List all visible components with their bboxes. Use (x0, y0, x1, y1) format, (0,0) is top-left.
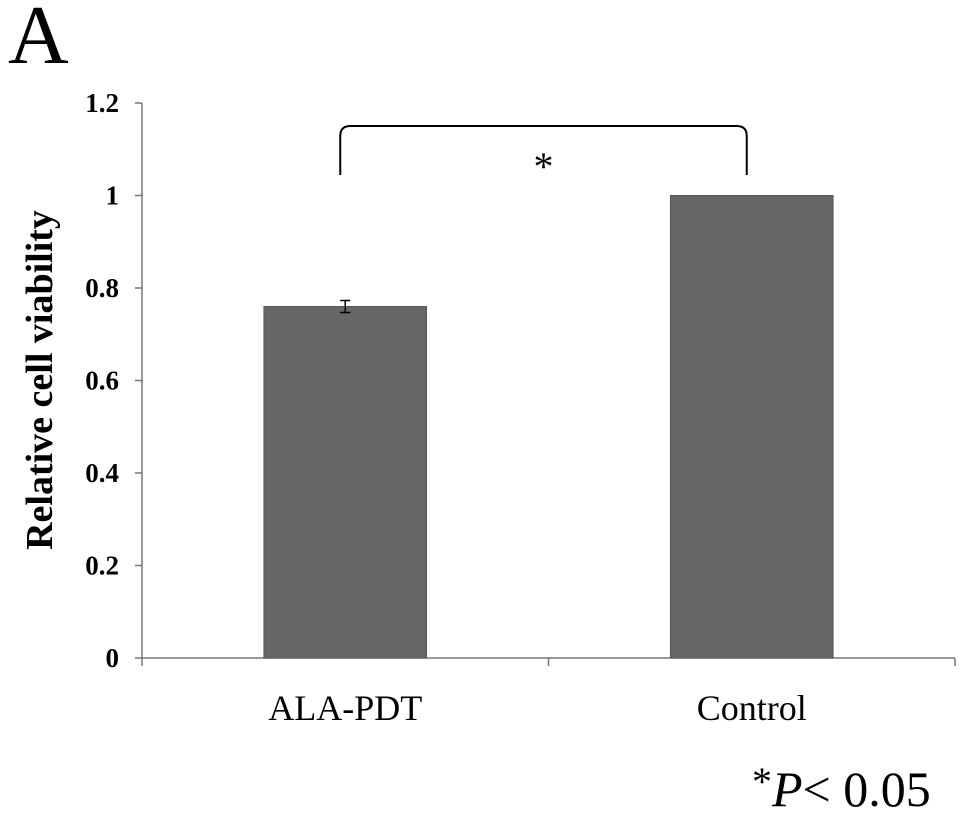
tick-labels: 0 0.2 0.4 0.6 0.8 1 1.2 ALA-PDT Control (85, 88, 807, 728)
significance-star: * (534, 144, 554, 189)
footnote-p: P (772, 761, 803, 818)
y-tick-label: 0 (106, 643, 120, 673)
y-tick-label: 0.8 (85, 273, 119, 303)
significance-bracket: * (339, 125, 748, 189)
y-tick-label: 0.2 (85, 551, 119, 581)
panel-label: A (8, 0, 69, 82)
bracket-line (339, 125, 748, 175)
bar (669, 195, 834, 659)
y-tick-label: 0.6 (85, 366, 119, 396)
bar-chart: Relative cell viability 0 0.2 0.4 0.6 0.8 1 1.… (19, 88, 956, 728)
y-tick-label: 0.4 (85, 458, 119, 488)
footnote-threshold: < 0.05 (802, 761, 931, 818)
y-tick-label: 1 (106, 181, 120, 211)
y-tick-label: 1.2 (85, 88, 119, 118)
x-tick-label: ALA-PDT (268, 688, 422, 728)
bar (263, 306, 428, 659)
footnote-star: * (752, 759, 772, 804)
bars (263, 195, 834, 659)
p-value-footnote: *P< 0.05 (752, 759, 931, 818)
y-axis-label: Relative cell viability (19, 210, 61, 550)
x-tick-label: Control (697, 688, 807, 728)
